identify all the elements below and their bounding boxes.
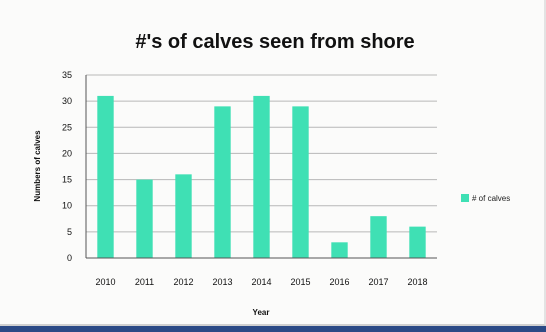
legend-swatch [461,194,469,202]
x-tick-label: 2010 [95,277,115,287]
y-tick-label: 10 [62,201,72,211]
y-tick-label: 15 [62,175,72,185]
bar-2011 [136,179,153,258]
x-tick-label: 2013 [212,277,232,287]
legend-label: # of calves [472,194,510,203]
y-tick-label: 30 [62,96,72,106]
x-tick-label: 2018 [407,277,427,287]
y-tick-label: 25 [62,122,72,132]
chart-title: #'s of calves seen from shore [135,31,414,53]
x-tick-labels: 2010 2011 2012 2013 2014 2015 2016 2017 2018 [95,277,427,287]
y-tick-label: 5 [67,227,72,237]
y-tick-label: 35 [62,70,72,80]
legend: # of calves [461,194,510,203]
bar-2014 [253,95,270,259]
x-tick-label: 2014 [251,277,271,287]
bar-2010 [97,95,114,259]
y-tick-label: 20 [62,148,72,158]
bar-2018 [409,226,426,258]
bar-2016 [331,242,348,258]
bar-series [97,95,426,259]
x-tick-label: 2015 [290,277,310,287]
bar-2017 [370,216,387,258]
bar-2015 [292,106,309,258]
x-axis-title: Year [253,308,270,317]
y-tick-labels: 0 5 10 15 20 25 30 35 [62,70,72,263]
bar-2012 [175,174,192,258]
x-tick-label: 2017 [368,277,388,287]
y-tick-label: 0 [67,253,72,263]
x-tick-label: 2016 [329,277,349,287]
x-tick-label: 2012 [173,277,193,287]
x-tick-label: 2011 [135,277,154,287]
y-axis-title: Numbers of calves [33,130,42,202]
bar-2013 [214,106,231,258]
